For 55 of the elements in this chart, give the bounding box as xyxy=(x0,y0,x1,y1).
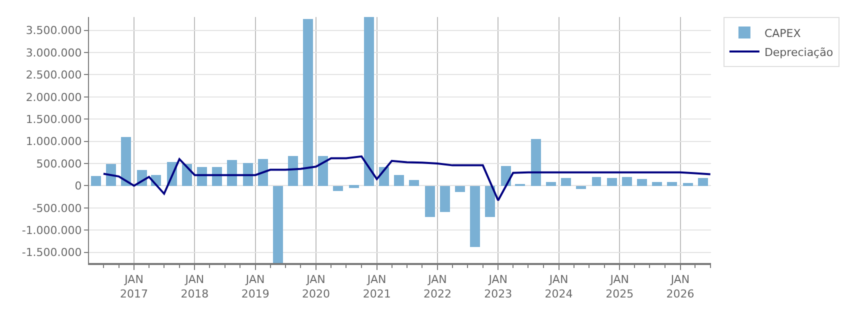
line-series xyxy=(102,155,711,202)
bar xyxy=(227,160,237,186)
y-tick-label: 1.500.000 xyxy=(26,112,82,126)
y-tick-label: 1.000.000 xyxy=(26,135,82,148)
bar xyxy=(273,186,283,263)
x-tick-label: JAN 2018 xyxy=(180,273,209,300)
bar xyxy=(425,186,435,217)
x-tick-label: JAN 2026 xyxy=(666,273,694,300)
bar xyxy=(576,186,586,189)
bar xyxy=(607,178,617,186)
bar xyxy=(592,177,601,186)
bar xyxy=(440,186,450,212)
x-tick-label: JAN 2021 xyxy=(362,273,391,300)
bar xyxy=(698,178,708,186)
x-tick-label: JAN 2024 xyxy=(544,273,573,300)
bar xyxy=(333,186,343,191)
bar xyxy=(121,137,131,186)
x-tick-label: JAN 2019 xyxy=(241,273,270,300)
bar xyxy=(349,185,359,188)
bar xyxy=(455,186,465,192)
bar xyxy=(652,182,662,186)
y-tick-label: -1.500.000 xyxy=(22,246,82,260)
bar xyxy=(546,182,556,186)
bar xyxy=(622,177,632,186)
bar xyxy=(561,178,571,186)
bar xyxy=(531,139,541,186)
bar xyxy=(470,186,480,247)
y-tick-label: 3.500.000 xyxy=(26,24,82,38)
x-tick-label: JAN 2023 xyxy=(484,273,512,300)
y-tick-label: -1.000.000 xyxy=(22,224,82,237)
bar xyxy=(303,19,313,186)
bar xyxy=(394,175,404,186)
bar xyxy=(637,179,647,186)
x-tick-label: JAN 2020 xyxy=(302,273,330,300)
bar xyxy=(667,182,677,186)
bar xyxy=(258,159,268,186)
bar xyxy=(485,186,495,217)
bar xyxy=(683,183,693,186)
bar xyxy=(409,180,419,186)
y-tick-label: 500.000 xyxy=(36,157,82,170)
x-tick-label: JAN 2022 xyxy=(423,273,452,300)
bar xyxy=(318,156,328,186)
y-tick-label: -500.000 xyxy=(32,202,82,215)
y-tick-label: 2.000.000 xyxy=(26,90,82,104)
bar xyxy=(91,176,101,186)
y-tick-label: 2.500.000 xyxy=(26,68,82,82)
x-tick-label: JAN 2025 xyxy=(606,273,634,300)
y-tick-label: 3.000.000 xyxy=(26,46,82,60)
bar xyxy=(288,156,298,186)
y-tick-label: 0 xyxy=(74,180,82,193)
legend-label: CAPEX xyxy=(764,26,802,40)
x-tick-label: JAN 2017 xyxy=(120,273,148,300)
bar xyxy=(364,17,374,186)
bar xyxy=(243,163,253,186)
legend-label: Depreciação xyxy=(764,46,834,59)
